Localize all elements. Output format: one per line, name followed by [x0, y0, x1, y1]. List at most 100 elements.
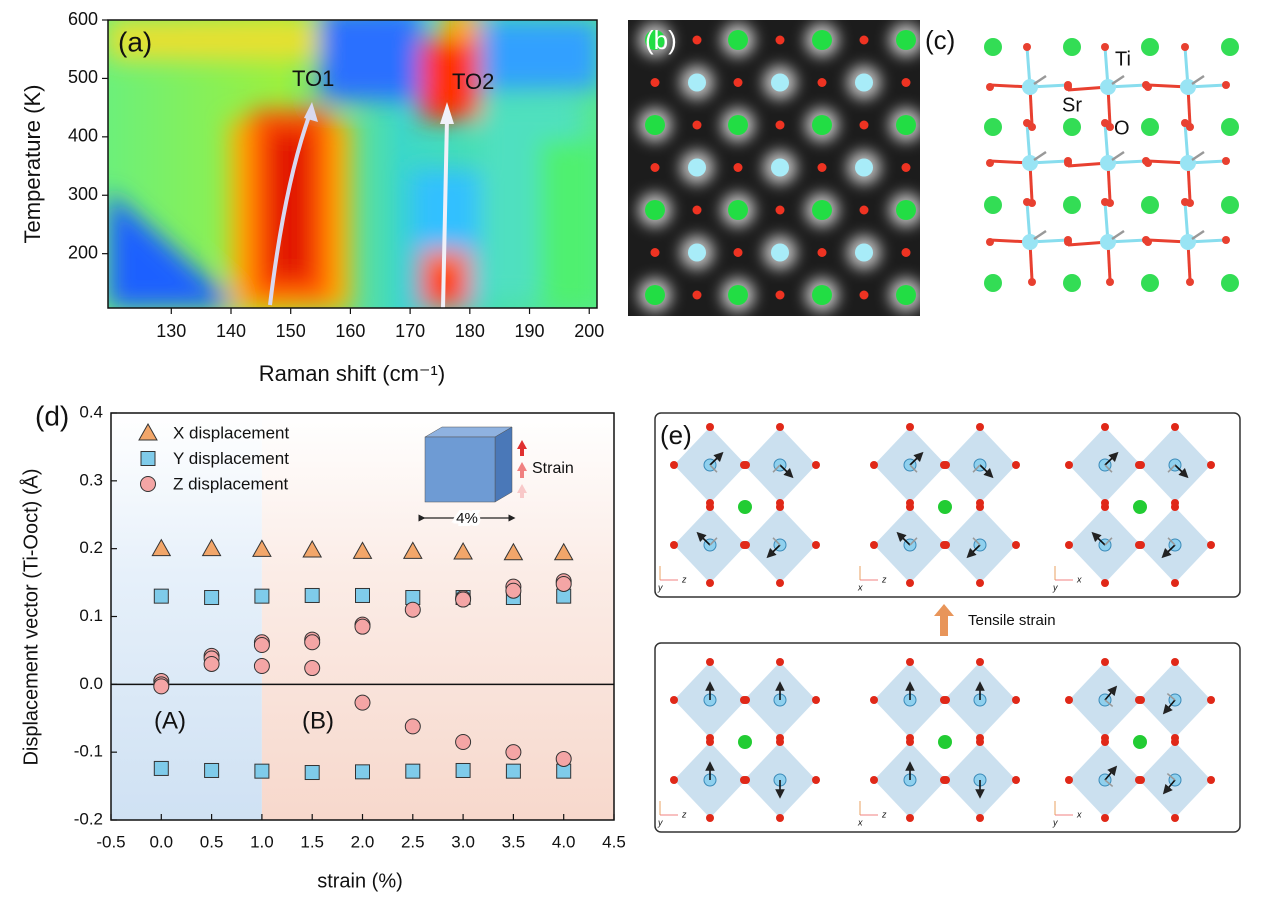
marker [505, 744, 522, 761]
marker [405, 763, 421, 779]
arrow [1111, 150, 1125, 162]
marker [354, 694, 371, 711]
atom [1221, 38, 1239, 56]
atom [859, 205, 869, 215]
atom [650, 248, 660, 257]
atom [1180, 79, 1196, 95]
atom [1012, 776, 1020, 784]
arrow [1104, 464, 1113, 473]
annotation: TO2 [452, 69, 494, 94]
atom [906, 814, 914, 822]
atom [1101, 119, 1109, 127]
arrow [1191, 150, 1205, 162]
atom [1106, 278, 1114, 286]
marker [140, 451, 156, 466]
atom [896, 285, 916, 305]
atom [1101, 738, 1109, 746]
atom [775, 35, 785, 45]
atom [733, 163, 743, 172]
atom [817, 248, 827, 257]
atom [1171, 738, 1179, 746]
marker [453, 542, 473, 560]
atom [1101, 198, 1109, 206]
region [111, 413, 262, 820]
atom [1064, 159, 1072, 167]
atom [986, 238, 994, 246]
atom [1144, 159, 1152, 167]
x-axis-label: Raman shift (cm⁻¹) [259, 361, 445, 386]
atom [1133, 735, 1147, 749]
marker [555, 750, 572, 767]
inset-label: Strain [532, 460, 574, 477]
marker [555, 575, 572, 592]
atom [650, 78, 660, 87]
atom [1065, 696, 1073, 704]
arrow [972, 537, 981, 546]
arrow [772, 464, 781, 473]
contour-field [108, 20, 597, 308]
atom [906, 738, 914, 746]
atom [906, 423, 914, 431]
atom [870, 541, 878, 549]
atom [706, 814, 714, 822]
axis-label: z [881, 809, 887, 819]
arrow [772, 537, 781, 546]
arrow [709, 464, 718, 473]
atom [1144, 83, 1152, 91]
marker [455, 762, 471, 778]
atom [1141, 274, 1159, 292]
atom [688, 73, 706, 92]
arrow [1191, 74, 1205, 86]
marker [254, 763, 270, 779]
atom [706, 423, 714, 431]
atom [728, 30, 748, 50]
x-tick-label: 3.5 [502, 832, 526, 851]
marker [304, 634, 321, 651]
y-tick-label: 0.3 [79, 470, 103, 489]
atom [812, 776, 820, 784]
atom [1022, 155, 1038, 171]
atom [692, 290, 702, 300]
atom [1135, 776, 1143, 784]
axis-label: z [681, 574, 687, 584]
y-tick-label: 0.4 [79, 402, 103, 421]
atom [1012, 696, 1020, 704]
atom [733, 248, 743, 257]
arrow [1111, 74, 1125, 86]
atom [817, 78, 827, 87]
y-tick-label: -0.1 [74, 742, 103, 761]
atom [1022, 234, 1038, 250]
marker [153, 678, 170, 695]
atom [906, 503, 914, 511]
legend-label: X displacement [173, 423, 290, 442]
panel-label: (b) [645, 25, 677, 55]
arrow [1191, 229, 1205, 241]
marker [402, 541, 423, 559]
legend-label: Y displacement [173, 449, 289, 468]
arrow [909, 464, 918, 473]
arrow [1166, 772, 1176, 781]
marker [505, 582, 522, 599]
marker [253, 658, 270, 675]
marker [204, 762, 220, 778]
atom [706, 503, 714, 511]
atom [940, 696, 948, 704]
stem-image [628, 20, 920, 316]
atom [1221, 196, 1239, 214]
atom [776, 814, 784, 822]
atom [976, 423, 984, 431]
region-label: (B) [302, 707, 334, 734]
atom [1135, 696, 1143, 704]
x-tick-label: 130 [156, 321, 186, 341]
atom [1171, 503, 1179, 511]
atom [812, 285, 832, 305]
x-tick-label: 2.5 [401, 832, 425, 851]
structure-diagram: z y z x x y z y z x x y [657, 423, 1215, 827]
arrow [1091, 531, 1106, 546]
atom [1171, 814, 1179, 822]
atom [940, 461, 948, 469]
atom [1023, 43, 1031, 51]
marker [505, 763, 521, 779]
x-tick-label: 1.5 [300, 832, 324, 851]
panel-label: (a) [118, 26, 152, 57]
